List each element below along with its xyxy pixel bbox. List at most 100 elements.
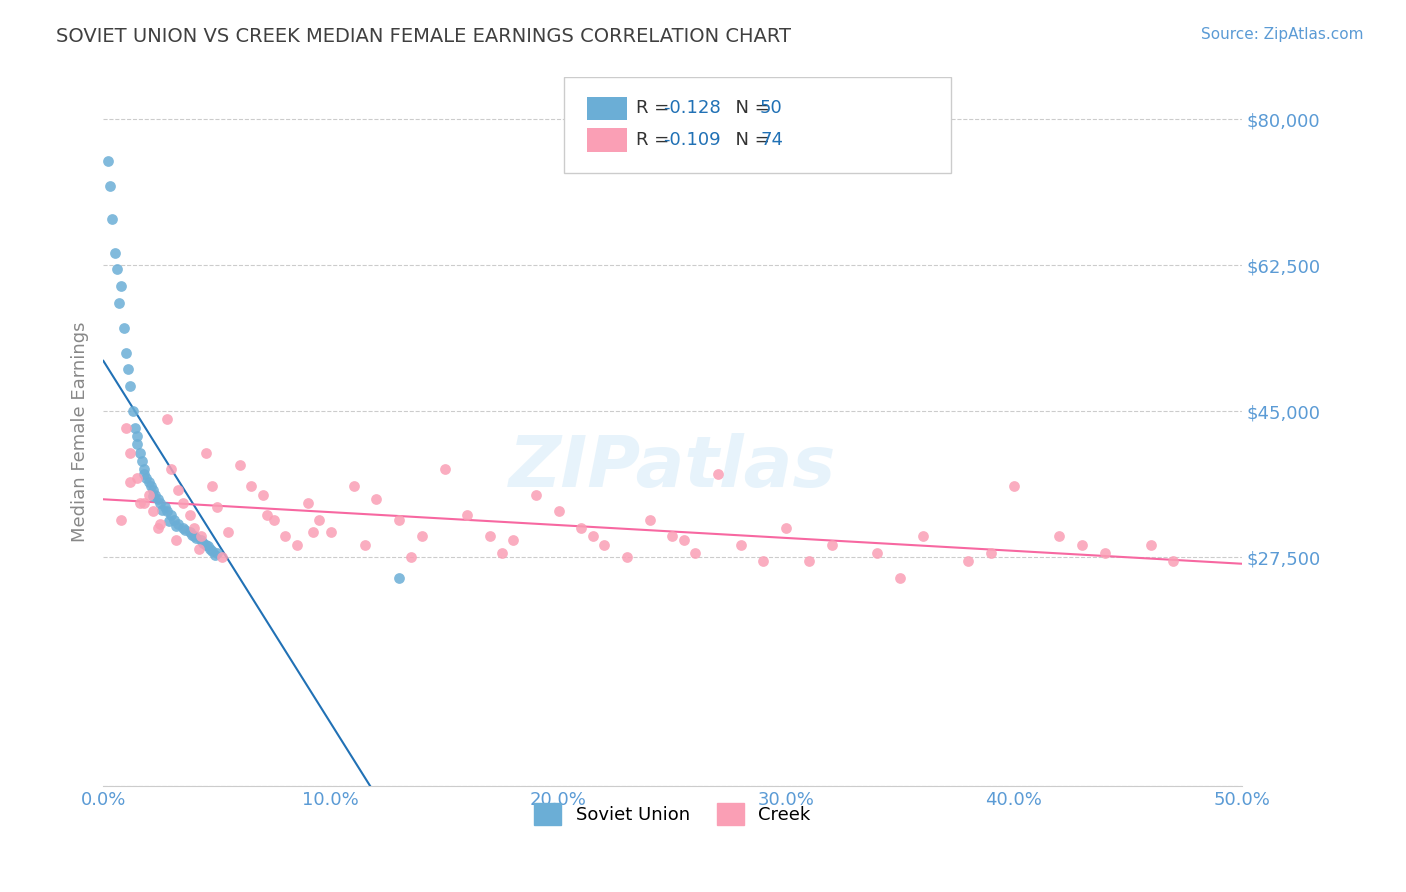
- Point: [198, 541, 221, 556]
- Point: [187, 541, 209, 556]
- Point: [190, 529, 212, 543]
- Legend: Soviet Union, Creek: Soviet Union, Creek: [524, 794, 820, 834]
- Point: [149, 496, 172, 510]
- Point: [153, 500, 176, 514]
- Point: [194, 538, 217, 552]
- Point: [980, 546, 1002, 560]
- Point: [775, 521, 797, 535]
- Point: [911, 529, 934, 543]
- Text: ZIPatlas: ZIPatlas: [509, 433, 837, 502]
- Point: [491, 546, 513, 560]
- Point: [183, 529, 205, 543]
- Point: [138, 487, 160, 501]
- Point: [366, 491, 388, 506]
- Text: SOVIET UNION VS CREEK MEDIAN FEMALE EARNINGS CORRELATION CHART: SOVIET UNION VS CREEK MEDIAN FEMALE EARN…: [56, 27, 792, 45]
- Point: [683, 546, 706, 560]
- Point: [433, 462, 456, 476]
- Text: R =: R =: [636, 131, 675, 149]
- Point: [138, 475, 160, 489]
- Point: [160, 462, 183, 476]
- Point: [479, 529, 502, 543]
- Point: [399, 550, 422, 565]
- Point: [201, 479, 224, 493]
- Point: [616, 550, 638, 565]
- Point: [217, 524, 239, 539]
- Point: [889, 571, 911, 585]
- Point: [98, 178, 121, 193]
- Point: [593, 538, 616, 552]
- Y-axis label: Median Female Earnings: Median Female Earnings: [72, 322, 89, 542]
- Point: [172, 521, 194, 535]
- Point: [183, 521, 205, 535]
- Text: N =: N =: [724, 131, 775, 149]
- Point: [388, 512, 411, 526]
- Point: [120, 379, 142, 393]
- Point: [117, 362, 139, 376]
- Point: [342, 479, 364, 493]
- Bar: [586, 96, 627, 120]
- Point: [411, 529, 433, 543]
- Point: [179, 508, 201, 523]
- Point: [165, 519, 187, 533]
- Point: [115, 421, 138, 435]
- Point: [388, 571, 411, 585]
- Point: [866, 546, 889, 560]
- Point: [204, 548, 226, 562]
- Point: [354, 538, 377, 552]
- Point: [112, 320, 135, 334]
- Point: [132, 496, 155, 510]
- Point: [211, 550, 233, 565]
- Point: [194, 446, 217, 460]
- Point: [150, 502, 173, 516]
- Point: [142, 489, 165, 503]
- Point: [139, 479, 162, 493]
- Point: [124, 421, 146, 435]
- Point: [1139, 538, 1161, 552]
- Point: [229, 458, 252, 473]
- Point: [163, 512, 186, 526]
- Text: -0.109: -0.109: [664, 131, 721, 149]
- Bar: [586, 128, 627, 152]
- Point: [103, 245, 125, 260]
- Point: [110, 279, 132, 293]
- Point: [146, 521, 169, 535]
- Point: [167, 516, 190, 531]
- Text: N =: N =: [724, 99, 775, 117]
- Point: [707, 467, 730, 481]
- Point: [115, 345, 138, 359]
- Point: [121, 404, 143, 418]
- Point: [263, 512, 285, 526]
- Point: [201, 544, 224, 558]
- Point: [957, 554, 980, 568]
- Point: [156, 412, 179, 426]
- Point: [172, 496, 194, 510]
- Point: [752, 554, 775, 568]
- Point: [132, 462, 155, 476]
- Point: [672, 533, 695, 548]
- Point: [205, 546, 228, 560]
- Point: [142, 483, 165, 498]
- Point: [661, 529, 683, 543]
- Point: [569, 521, 592, 535]
- Point: [142, 504, 165, 518]
- Point: [1161, 554, 1184, 568]
- Point: [821, 538, 844, 552]
- Point: [205, 500, 228, 514]
- Point: [131, 454, 153, 468]
- Point: [120, 475, 142, 489]
- Point: [156, 504, 179, 518]
- Point: [456, 508, 478, 523]
- Point: [167, 483, 190, 498]
- Point: [181, 527, 204, 541]
- Point: [256, 508, 278, 523]
- Point: [127, 471, 149, 485]
- Point: [524, 487, 547, 501]
- Point: [1094, 546, 1116, 560]
- Point: [285, 538, 308, 552]
- Point: [638, 512, 661, 526]
- Point: [128, 446, 150, 460]
- Point: [308, 512, 330, 526]
- Point: [101, 212, 124, 227]
- Point: [797, 554, 820, 568]
- Point: [105, 262, 128, 277]
